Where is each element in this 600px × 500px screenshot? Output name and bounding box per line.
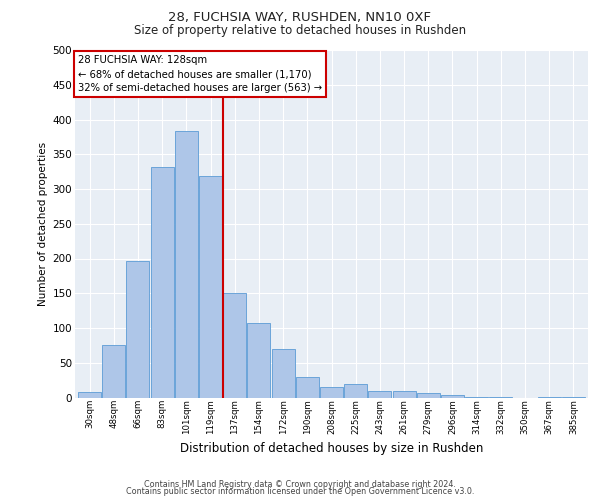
Bar bbox=[175, 130, 198, 398]
Bar bbox=[320, 387, 343, 398]
Bar bbox=[562, 397, 585, 398]
Bar bbox=[441, 396, 464, 398]
Bar bbox=[392, 390, 416, 398]
Bar bbox=[78, 392, 101, 398]
Bar bbox=[368, 390, 391, 398]
Bar bbox=[296, 378, 319, 398]
Bar bbox=[344, 384, 367, 398]
Text: 28 FUCHSIA WAY: 128sqm
← 68% of detached houses are smaller (1,170)
32% of semi-: 28 FUCHSIA WAY: 128sqm ← 68% of detached… bbox=[77, 55, 322, 93]
Bar bbox=[223, 293, 246, 398]
Bar bbox=[102, 344, 125, 398]
Bar bbox=[151, 168, 173, 398]
Text: Contains public sector information licensed under the Open Government Licence v3: Contains public sector information licen… bbox=[126, 488, 474, 496]
Text: Size of property relative to detached houses in Rushden: Size of property relative to detached ho… bbox=[134, 24, 466, 37]
Text: Contains HM Land Registry data © Crown copyright and database right 2024.: Contains HM Land Registry data © Crown c… bbox=[144, 480, 456, 489]
Bar bbox=[417, 394, 440, 398]
X-axis label: Distribution of detached houses by size in Rushden: Distribution of detached houses by size … bbox=[180, 442, 483, 455]
Bar bbox=[490, 397, 512, 398]
Bar bbox=[127, 260, 149, 398]
Bar bbox=[272, 349, 295, 398]
Y-axis label: Number of detached properties: Number of detached properties bbox=[38, 142, 49, 306]
Text: 28, FUCHSIA WAY, RUSHDEN, NN10 0XF: 28, FUCHSIA WAY, RUSHDEN, NN10 0XF bbox=[169, 11, 431, 24]
Bar bbox=[538, 397, 561, 398]
Bar bbox=[247, 323, 271, 398]
Bar bbox=[199, 176, 222, 398]
Bar bbox=[465, 397, 488, 398]
